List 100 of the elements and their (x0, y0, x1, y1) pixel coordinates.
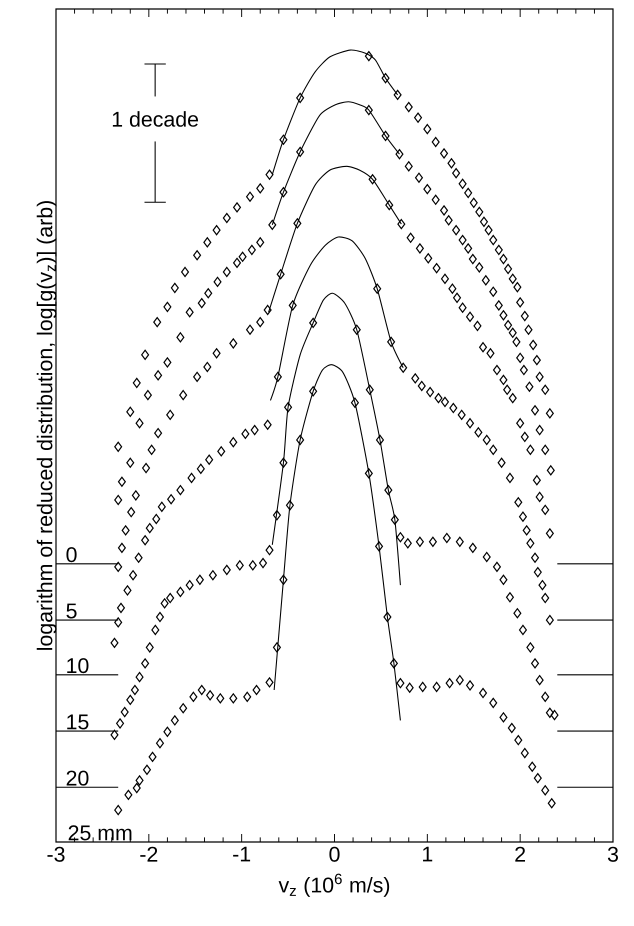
point (373, 284, 382, 294)
point (376, 434, 384, 446)
point (536, 492, 544, 502)
point (229, 338, 238, 349)
point (546, 708, 554, 718)
point (440, 396, 449, 408)
point (163, 726, 172, 737)
point (480, 216, 488, 227)
point (266, 677, 274, 688)
point (541, 692, 550, 702)
point (396, 678, 404, 688)
point (406, 682, 414, 693)
point (506, 472, 514, 484)
point (132, 490, 140, 501)
point (489, 698, 498, 708)
point (534, 773, 542, 784)
point (440, 274, 449, 284)
point (272, 642, 281, 653)
point (390, 658, 398, 669)
point (296, 146, 304, 158)
point (286, 500, 294, 510)
point (473, 320, 482, 332)
point (256, 317, 264, 328)
point (205, 454, 214, 465)
point (248, 244, 256, 256)
point (444, 215, 453, 226)
point (142, 764, 151, 775)
point (503, 384, 512, 395)
point (423, 124, 432, 134)
point (458, 234, 467, 246)
point (123, 585, 132, 596)
point (196, 574, 204, 585)
point (440, 148, 448, 159)
point (532, 355, 541, 366)
point (522, 525, 531, 536)
point (364, 468, 373, 479)
point (141, 350, 150, 360)
point (279, 458, 288, 468)
point (548, 798, 556, 808)
point (266, 170, 274, 180)
point (475, 262, 484, 273)
point (364, 104, 373, 116)
point (452, 225, 460, 236)
point (536, 372, 544, 382)
point (458, 410, 466, 420)
point (526, 538, 534, 548)
point (364, 50, 373, 62)
x-tick-label: -3 (47, 846, 65, 862)
point (179, 703, 188, 714)
point (466, 680, 474, 691)
point (110, 638, 118, 648)
point (394, 90, 402, 100)
point (423, 184, 432, 194)
point (214, 276, 222, 287)
point (176, 484, 184, 496)
point (279, 574, 288, 585)
point (148, 752, 157, 762)
point (141, 658, 150, 669)
point (293, 218, 302, 228)
point (382, 73, 390, 84)
point (120, 706, 129, 718)
point (479, 342, 488, 352)
point (203, 237, 212, 248)
point (274, 372, 282, 382)
point (156, 612, 164, 622)
point (448, 284, 456, 294)
point (156, 738, 164, 748)
point (432, 682, 441, 692)
point (475, 206, 484, 218)
point (148, 444, 156, 455)
point (525, 382, 534, 392)
point (110, 730, 118, 740)
point (208, 570, 217, 580)
point (399, 362, 408, 373)
point (442, 532, 451, 544)
point (296, 434, 304, 446)
point (458, 178, 467, 189)
point (163, 302, 172, 312)
point (114, 442, 122, 452)
point (216, 693, 224, 704)
point (440, 205, 448, 216)
point (181, 266, 190, 278)
point (385, 200, 394, 210)
point (118, 542, 126, 553)
point (404, 538, 412, 548)
point (309, 318, 318, 328)
point (499, 310, 508, 320)
point (127, 507, 136, 518)
point (204, 288, 212, 298)
point (508, 328, 517, 338)
point (212, 225, 221, 236)
point (504, 264, 512, 274)
point (531, 658, 540, 669)
point (513, 282, 522, 292)
point (446, 678, 454, 688)
point (170, 715, 179, 726)
point (229, 437, 238, 448)
point (256, 183, 264, 194)
point (132, 378, 141, 388)
point (279, 134, 288, 145)
